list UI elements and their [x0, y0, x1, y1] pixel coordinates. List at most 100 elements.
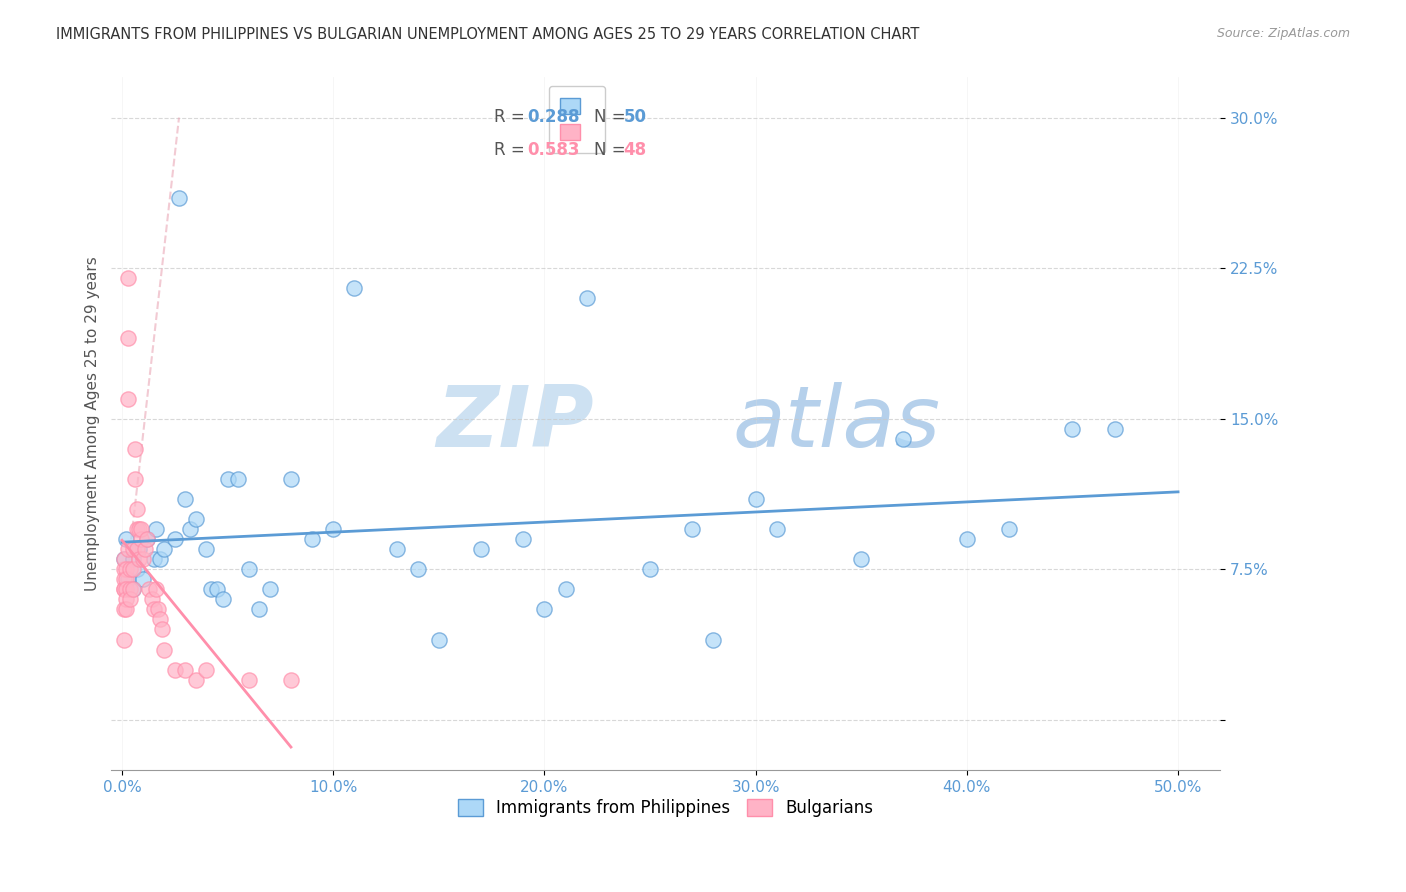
Point	[115, 572, 138, 586]
Point	[112, 582, 135, 597]
Point	[200, 582, 222, 597]
Point	[1062, 422, 1084, 436]
Point	[702, 632, 724, 647]
Point	[112, 572, 135, 586]
Point	[132, 572, 155, 586]
Point	[112, 602, 135, 616]
Point	[112, 552, 135, 566]
Point	[129, 522, 152, 536]
Point	[121, 582, 143, 597]
Point	[385, 542, 408, 557]
Point	[136, 532, 159, 546]
Point	[145, 522, 167, 536]
Point	[125, 502, 148, 516]
Point	[120, 592, 142, 607]
Point	[205, 582, 228, 597]
Point	[121, 542, 143, 557]
Point	[217, 472, 239, 486]
Point	[575, 291, 598, 305]
Point	[146, 602, 169, 616]
Point	[128, 542, 150, 557]
Point	[998, 522, 1021, 536]
Point	[134, 542, 156, 557]
Point	[121, 582, 143, 597]
Text: atlas: atlas	[733, 382, 941, 466]
Point	[167, 191, 190, 205]
Point	[343, 281, 366, 295]
Point	[226, 472, 249, 486]
Point	[115, 532, 138, 546]
Text: IMMIGRANTS FROM PHILIPPINES VS BULGARIAN UNEMPLOYMENT AMONG AGES 25 TO 29 YEARS : IMMIGRANTS FROM PHILIPPINES VS BULGARIAN…	[56, 27, 920, 42]
Point	[115, 602, 138, 616]
Point	[1104, 422, 1126, 436]
Point	[280, 673, 302, 687]
Point	[136, 532, 159, 546]
Point	[195, 542, 218, 557]
Point	[138, 582, 160, 597]
Point	[117, 271, 139, 285]
Point	[124, 442, 146, 456]
Point	[115, 592, 138, 607]
Y-axis label: Unemployment Among Ages 25 to 29 years: Unemployment Among Ages 25 to 29 years	[86, 256, 100, 591]
Point	[744, 491, 766, 506]
Point	[141, 592, 163, 607]
Point	[765, 522, 787, 536]
Point	[280, 472, 302, 486]
Point	[117, 331, 139, 345]
Point	[120, 582, 142, 597]
Point	[125, 562, 148, 576]
Text: 48: 48	[624, 141, 647, 159]
Point	[195, 663, 218, 677]
Point	[174, 491, 197, 506]
Point	[128, 522, 150, 536]
Point	[117, 392, 139, 406]
Point	[145, 582, 167, 597]
Point	[149, 552, 172, 566]
Point	[149, 612, 172, 626]
Text: Source: ZipAtlas.com: Source: ZipAtlas.com	[1216, 27, 1350, 40]
Point	[470, 542, 492, 557]
Point	[322, 522, 344, 536]
Point	[179, 522, 201, 536]
Point	[512, 532, 534, 546]
Point	[638, 562, 661, 576]
Point	[427, 632, 450, 647]
Point	[247, 602, 270, 616]
Point	[117, 572, 139, 586]
Point	[174, 663, 197, 677]
Point	[115, 562, 138, 576]
Point	[112, 582, 135, 597]
Point	[163, 532, 186, 546]
Point	[115, 582, 138, 597]
Point	[142, 552, 165, 566]
Text: ZIP: ZIP	[436, 382, 593, 466]
Point	[112, 552, 135, 566]
Point	[121, 552, 143, 566]
Point	[212, 592, 235, 607]
Point	[117, 542, 139, 557]
Point	[112, 632, 135, 647]
Point	[956, 532, 979, 546]
Point	[406, 562, 429, 576]
Point	[184, 512, 207, 526]
Point	[259, 582, 281, 597]
Point	[124, 472, 146, 486]
Point	[184, 673, 207, 687]
Point	[120, 562, 142, 576]
Point	[125, 542, 148, 557]
Point	[112, 562, 135, 576]
Text: 0.288: 0.288	[527, 109, 579, 127]
Point	[125, 522, 148, 536]
Point	[150, 623, 173, 637]
Text: N =: N =	[593, 141, 631, 159]
Text: R =: R =	[494, 109, 530, 127]
Legend: Immigrants from Philippines, Bulgarians: Immigrants from Philippines, Bulgarians	[451, 792, 880, 824]
Point	[163, 663, 186, 677]
Point	[533, 602, 555, 616]
Point	[238, 673, 260, 687]
Point	[153, 542, 176, 557]
Point	[851, 552, 873, 566]
Point	[681, 522, 703, 536]
Point	[121, 562, 143, 576]
Point	[554, 582, 576, 597]
